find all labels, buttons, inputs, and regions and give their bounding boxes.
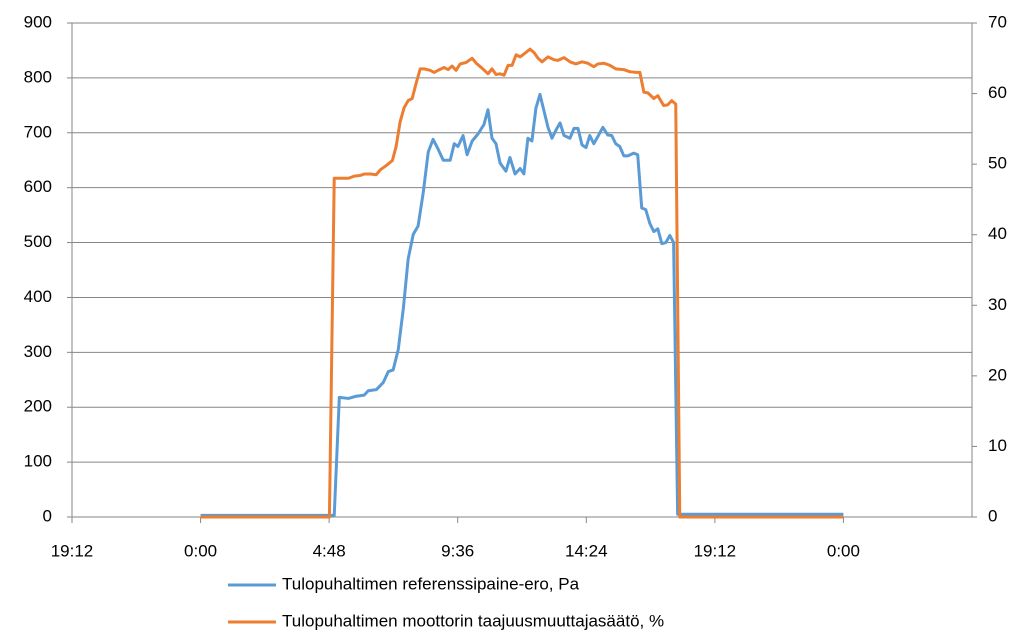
x-tick-label: 14:24 [565, 541, 608, 560]
x-tick-label: 4:48 [313, 541, 346, 560]
y2-tick-label: 30 [988, 295, 1007, 314]
y2-tick-label: 0 [988, 506, 997, 525]
y-tick-label: 700 [24, 122, 52, 141]
x-tick-label: 0:00 [827, 541, 860, 560]
y-tick-label: 800 [24, 67, 52, 86]
x-tick-label: 9:36 [441, 541, 474, 560]
y-tick-label: 900 [24, 12, 52, 31]
x-tick-label: 19:12 [694, 541, 737, 560]
y2-tick-label: 60 [988, 83, 1007, 102]
y2-tick-label: 10 [988, 436, 1007, 455]
x-tick-label: 0:00 [184, 541, 217, 560]
series-line [200, 92, 844, 517]
y2-tick-label: 50 [988, 154, 1007, 173]
y2-tick-label: 40 [988, 224, 1007, 243]
y-tick-label: 500 [24, 232, 52, 251]
y2-tick-label: 20 [988, 365, 1007, 384]
series-line [200, 47, 844, 519]
legend-label: Tulopuhaltimen moottorin taajuusmuuttaja… [282, 611, 664, 630]
y-tick-label: 100 [24, 452, 52, 471]
legend-label: Tulopuhaltimen referenssipaine-ero, Pa [282, 574, 580, 593]
y-tick-label: 400 [24, 287, 52, 306]
y-tick-label: 0 [43, 506, 52, 525]
y-tick-label: 200 [24, 397, 52, 416]
y-tick-label: 300 [24, 342, 52, 361]
y-tick-label: 600 [24, 177, 52, 196]
x-tick-label: 19:12 [51, 541, 94, 560]
y2-tick-label: 70 [988, 12, 1007, 31]
